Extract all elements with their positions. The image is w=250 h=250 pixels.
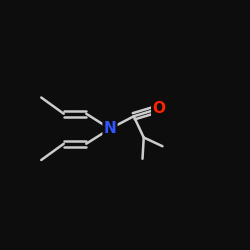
Text: O: O [152,101,165,116]
Text: N: N [104,121,117,136]
